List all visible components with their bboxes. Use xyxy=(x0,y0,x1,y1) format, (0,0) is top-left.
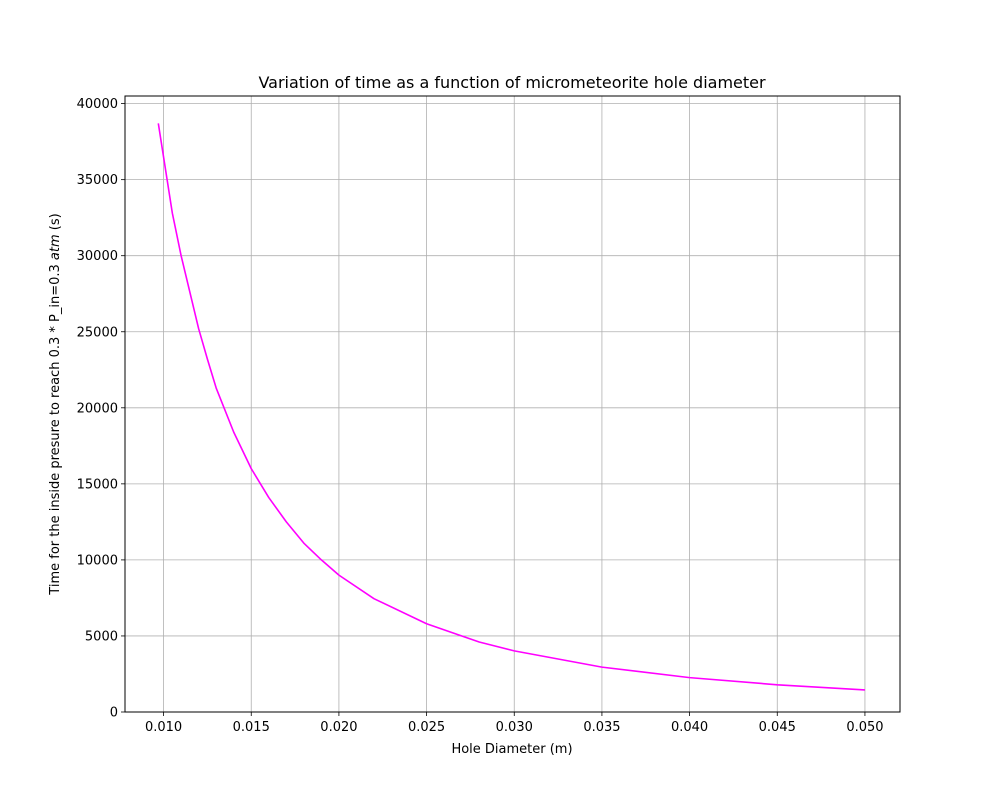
x-tick-label: 0.010 xyxy=(145,720,182,735)
y-tick-label: 30000 xyxy=(77,249,118,264)
y-tick-label: 10000 xyxy=(77,553,118,568)
y-tick-label: 0 xyxy=(110,706,118,721)
y-axis-title-prefix: Time for the inside presure to reach 0.3… xyxy=(48,260,63,596)
x-tick-label: 0.020 xyxy=(320,720,357,735)
x-tick-label: 0.025 xyxy=(408,720,445,735)
x-axis-title: Hole Diameter (m) xyxy=(451,742,572,757)
y-axis-title-unit: atm xyxy=(48,234,63,260)
y-tick-label: 25000 xyxy=(77,325,118,340)
y-tick-label: 15000 xyxy=(77,477,118,492)
y-tick-label: 35000 xyxy=(77,173,118,188)
y-tick-label: 5000 xyxy=(85,629,118,644)
x-tick-label: 0.015 xyxy=(233,720,270,735)
x-tick-label: 0.030 xyxy=(496,720,533,735)
x-axis-ticks: 0.010 0.015 0.020 0.025 0.030 0.035 0.040 0.045… xyxy=(145,712,884,735)
plot-area-frame xyxy=(124,95,901,713)
x-tick-label: 0.040 xyxy=(671,720,708,735)
x-tick-label: 0.035 xyxy=(583,720,620,735)
series-line-0 xyxy=(157,123,865,691)
y-axis-ticks: 0 5000 10000 15000 20000 25000 30000 35000 40000 xyxy=(77,97,125,721)
y-tick-label: 20000 xyxy=(77,401,118,416)
chart-title: Variation of time as a function of micro… xyxy=(258,73,766,92)
series-layer xyxy=(157,123,865,691)
x-tick-label: 0.050 xyxy=(846,720,883,735)
y-axis-title-suffix: (s) xyxy=(48,213,63,234)
y-tick-label: 40000 xyxy=(77,97,118,112)
y-axis-title: Time for the inside presure to reach 0.3… xyxy=(48,213,63,595)
x-tick-label: 0.045 xyxy=(759,720,796,735)
grid-lines xyxy=(125,96,900,713)
